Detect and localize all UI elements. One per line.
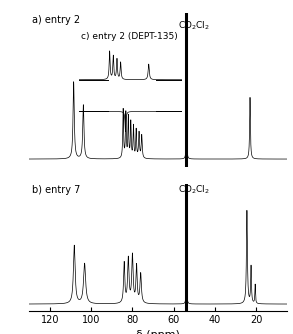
Text: b) entry 7: b) entry 7	[32, 185, 80, 195]
Text: a) entry 2: a) entry 2	[32, 15, 80, 25]
X-axis label: δ (ppm): δ (ppm)	[136, 330, 180, 334]
Text: CD$_2$Cl$_2$: CD$_2$Cl$_2$	[178, 19, 209, 32]
Text: c) entry 2 (DEPT-135): c) entry 2 (DEPT-135)	[81, 32, 178, 40]
Text: CD$_2$Cl$_2$: CD$_2$Cl$_2$	[178, 184, 209, 196]
